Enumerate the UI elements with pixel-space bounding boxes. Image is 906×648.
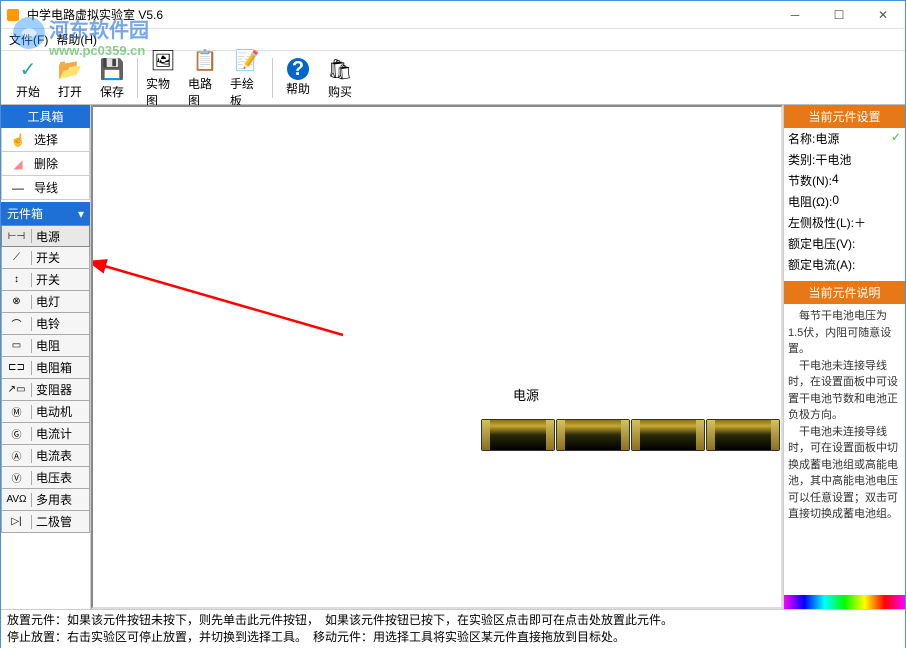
comp-galvanometer[interactable]: Ⓖ电流计	[1, 423, 90, 445]
comp-voltmeter[interactable]: Ⓥ电压表	[1, 467, 90, 489]
battery-cell	[481, 419, 555, 451]
left-panel: 工具箱 ☝选择 ◢删除 —导线 元件箱▾ ⊢⊣电源 ⟋开关 ↕开关 ⊗电灯 ⌒电…	[1, 105, 91, 609]
comp-switch1[interactable]: ⟋开关	[1, 247, 90, 269]
check-icon: ✓	[891, 130, 901, 147]
toolbar-save[interactable]: 💾保存	[91, 53, 133, 102]
titlebar: 中学电路虚拟实验室 V5.6 ─ ☐ ✕	[1, 1, 905, 29]
battery-component[interactable]	[481, 419, 780, 451]
tool-wire[interactable]: —导线	[1, 176, 90, 200]
prop-type[interactable]: 类别:干电池	[784, 149, 905, 170]
annotation-arrow	[93, 255, 353, 345]
toolbox-header: 工具箱	[1, 105, 90, 128]
main-area: 工具箱 ☝选择 ◢删除 —导线 元件箱▾ ⊢⊣电源 ⟋开关 ↕开关 ⊗电灯 ⌒电…	[1, 105, 905, 609]
comp-resistorbox[interactable]: ⊏⊐电阻箱	[1, 357, 90, 379]
color-picker-strip[interactable]	[784, 595, 905, 609]
comp-resistor[interactable]: ▭电阻	[1, 335, 90, 357]
comp-lamp[interactable]: ⊗电灯	[1, 291, 90, 313]
comp-bell[interactable]: ⌒电铃	[1, 313, 90, 335]
battery-cell	[556, 419, 630, 451]
chevron-down-icon: ▾	[78, 207, 84, 221]
tool-delete[interactable]: ◢删除	[1, 152, 90, 176]
maximize-button[interactable]: ☐	[817, 1, 861, 29]
toolbar-start[interactable]: ✓开始	[7, 53, 49, 102]
description-header: 当前元件说明	[784, 281, 905, 304]
canvas[interactable]: 电源	[91, 105, 783, 609]
prop-current[interactable]: 额定电流(A):	[784, 254, 905, 275]
menu-file[interactable]: 文件(F)	[5, 29, 52, 50]
comp-rheostat[interactable]: ↗▭变阻器	[1, 379, 90, 401]
toolbar-separator	[137, 58, 138, 98]
status-bar: 放置元件：如果该元件按钮未按下，则先单击此元件按钮， 如果该元件按钮已按下，在实…	[1, 609, 905, 648]
properties-header: 当前元件设置	[784, 105, 905, 128]
comp-ammeter[interactable]: Ⓐ电流表	[1, 445, 90, 467]
tool-select[interactable]: ☝选择	[1, 128, 90, 152]
battery-cell	[706, 419, 780, 451]
toolbar: ✓开始 📂打开 💾保存 🖼实物图 📋电路图 📝手绘板 ?帮助 🛍购买	[1, 51, 905, 105]
prop-name[interactable]: 名称:电源✓	[784, 128, 905, 149]
prop-count[interactable]: 节数(N):4	[784, 170, 905, 191]
componentbox-header[interactable]: 元件箱▾	[1, 202, 90, 225]
prop-resistance[interactable]: 电阻(Ω):0	[784, 191, 905, 212]
comp-diode[interactable]: ▷|二极管	[1, 511, 90, 533]
toolbar-separator	[272, 58, 273, 98]
toolbar-draw[interactable]: 📝手绘板	[226, 45, 268, 111]
status-line2: 停止放置：右击实验区可停止放置，并切换到选择工具。 移动元件：用选择工具将实验区…	[7, 629, 899, 646]
app-window: 河东软件园 www.pc0359.cn 中学电路虚拟实验室 V5.6 ─ ☐ ✕…	[0, 0, 906, 648]
comp-multimeter[interactable]: AVΩ多用表	[1, 489, 90, 511]
status-line1: 放置元件：如果该元件按钮未按下，则先单击此元件按钮， 如果该元件按钮已按下，在实…	[7, 612, 899, 629]
toolbar-open[interactable]: 📂打开	[49, 53, 91, 102]
toolbar-buy[interactable]: 🛍购买	[319, 53, 361, 102]
prop-polarity[interactable]: 左侧极性(L):＋	[784, 212, 905, 233]
window-title: 中学电路虚拟实验室 V5.6	[27, 6, 901, 23]
properties-panel: 当前元件设置 名称:电源✓ 类别:干电池 节数(N):4 电阻(Ω):0 左侧极…	[783, 105, 905, 609]
toolbar-circuit[interactable]: 📋电路图	[184, 45, 226, 111]
description-text: 每节干电池电压为1.5伏，内阻可随意设置。 干电池未连接导线时，在设置面板中可设…	[784, 304, 905, 527]
minimize-button[interactable]: ─	[773, 1, 817, 29]
menu-help[interactable]: 帮助(H)	[52, 29, 101, 50]
app-icon	[5, 7, 21, 23]
prop-voltage[interactable]: 额定电压(V):	[784, 233, 905, 254]
toolbar-physical[interactable]: 🖼实物图	[142, 45, 184, 111]
canvas-component-label: 电源	[513, 385, 539, 404]
comp-motor[interactable]: Ⓜ电动机	[1, 401, 90, 423]
battery-cell	[631, 419, 705, 451]
toolbar-help[interactable]: ?帮助	[277, 56, 319, 99]
comp-switch2[interactable]: ↕开关	[1, 269, 90, 291]
menubar: 文件(F) 帮助(H)	[1, 29, 905, 51]
comp-power[interactable]: ⊢⊣电源	[1, 225, 90, 247]
close-button[interactable]: ✕	[861, 1, 905, 29]
